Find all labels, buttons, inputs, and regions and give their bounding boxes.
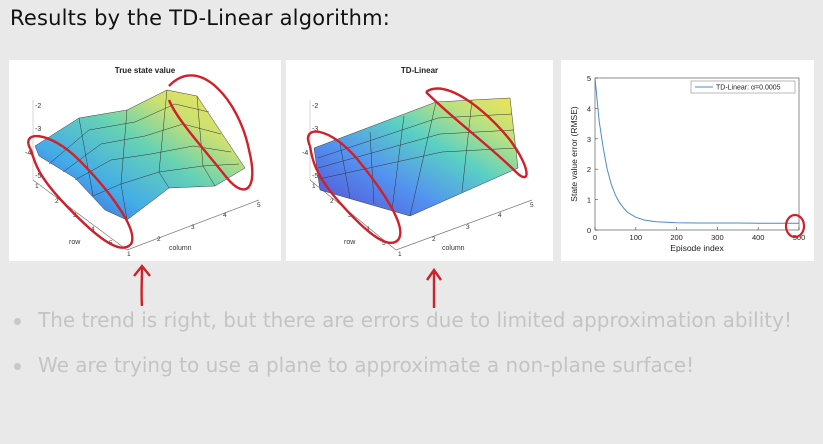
- red-arrow-annotation: [133, 264, 151, 307]
- series-line-td-linear: [594, 77, 799, 224]
- true-state-value-figure: -2 -3 -4 -5 1 2 3 4 5 1 2 3 4 5 row colu…: [9, 60, 281, 261]
- x-tick-label: 0: [593, 233, 597, 242]
- y-tick-label: 5: [587, 74, 591, 83]
- svg-text:2: 2: [432, 236, 436, 243]
- legend: TD-Linear: α=0.0005: [690, 80, 796, 94]
- svg-text:4: 4: [498, 212, 502, 219]
- panel-title: True state value: [114, 66, 176, 75]
- column-axis-label: column: [169, 245, 192, 252]
- x-tick-label: 500: [793, 233, 806, 242]
- red-circle-annotation: [306, 87, 528, 244]
- row-axis-label: row: [344, 239, 356, 246]
- bullet-text: The trend is right, but there are errors…: [38, 308, 792, 332]
- svg-text:1: 1: [35, 183, 39, 190]
- svg-text:-2: -2: [35, 103, 41, 110]
- svg-text:1: 1: [312, 183, 316, 190]
- row-axis-label: row: [69, 239, 81, 246]
- svg-text:2: 2: [55, 198, 59, 205]
- svg-text:5: 5: [257, 202, 261, 209]
- x-tick-label: 200: [670, 233, 683, 242]
- slide-title: Results by the TD-Linear algorithm:: [10, 6, 391, 30]
- svg-text:-5: -5: [312, 173, 318, 180]
- y-tick-label: 2: [587, 165, 591, 174]
- y-tick-label: 4: [587, 104, 591, 113]
- svg-text:5: 5: [530, 202, 534, 209]
- svg-text:1: 1: [398, 251, 402, 258]
- legend-entry: TD-Linear: α=0.0005: [716, 85, 781, 92]
- svg-text:4: 4: [91, 226, 95, 233]
- y-tick-label: 3: [587, 135, 591, 144]
- svg-text:3: 3: [466, 224, 470, 231]
- x-tick-label: 100: [630, 233, 643, 242]
- svg-text:1: 1: [127, 251, 131, 258]
- bullet-dot: [14, 318, 21, 325]
- td-linear-figure: -2 -3 -4 -5 1 2 3 4 5 1 2 3 4 5 row colu…: [286, 60, 553, 261]
- rmse-chart-figure: 0 1 2 3 4 5 0 100 200 300 400 500 Episode index St…: [561, 60, 814, 261]
- panel-title: TD-Linear: [400, 66, 439, 75]
- bullet-dot: [14, 363, 21, 370]
- svg-text:-4: -4: [25, 150, 31, 157]
- rmse-line-chart: 0 1 2 3 4 5 0 100 200 300 400 500 Episode index St…: [569, 74, 806, 253]
- svg-text:-4: -4: [302, 150, 308, 157]
- y-tick-label: 1: [587, 196, 591, 205]
- z-axis-ticks: -2 -3 -4 -5: [25, 103, 41, 180]
- x-tick-label: 300: [711, 233, 724, 242]
- svg-text:-2: -2: [312, 103, 318, 110]
- svg-text:3: 3: [191, 224, 195, 231]
- svg-text:-3: -3: [35, 126, 41, 133]
- plot-area: [594, 77, 800, 231]
- td-linear-surface-plot: -2 -3 -4 -5 1 2 3 4 5 1 2 3 4 5 row colu…: [302, 87, 534, 258]
- svg-text:4: 4: [223, 212, 227, 219]
- svg-text:2: 2: [330, 198, 334, 205]
- y-axis-label: State value error (RMSE): [569, 106, 579, 202]
- true-value-surface-plot: -2 -3 -4 -5 1 2 3 4 5 1 2 3 4 5 row colu…: [25, 74, 261, 258]
- x-tick-label: 400: [752, 233, 765, 242]
- bullet-item: The trend is right, but there are errors…: [10, 304, 810, 337]
- y-tick-labels: 0 1 2 3 4 5: [587, 74, 598, 235]
- bullet-text: We are trying to use a plane to approxim…: [38, 353, 695, 377]
- red-arrow-annotation: [426, 267, 442, 309]
- bullet-item: We are trying to use a plane to approxim…: [10, 349, 810, 382]
- bullet-list: The trend is right, but there are errors…: [10, 304, 810, 394]
- x-axis-label: Episode index: [670, 243, 724, 253]
- y-tick-label: 0: [587, 226, 591, 235]
- red-circle-annotation: [784, 213, 806, 239]
- red-circle-annotation: [27, 74, 254, 249]
- svg-text:5: 5: [382, 240, 386, 247]
- svg-text:2: 2: [157, 236, 161, 243]
- column-axis-label: column: [442, 245, 465, 252]
- svg-text:-3: -3: [312, 126, 318, 133]
- x-tick-labels: 0 100 200 300 400 500: [593, 227, 805, 242]
- svg-text:-5: -5: [35, 173, 41, 180]
